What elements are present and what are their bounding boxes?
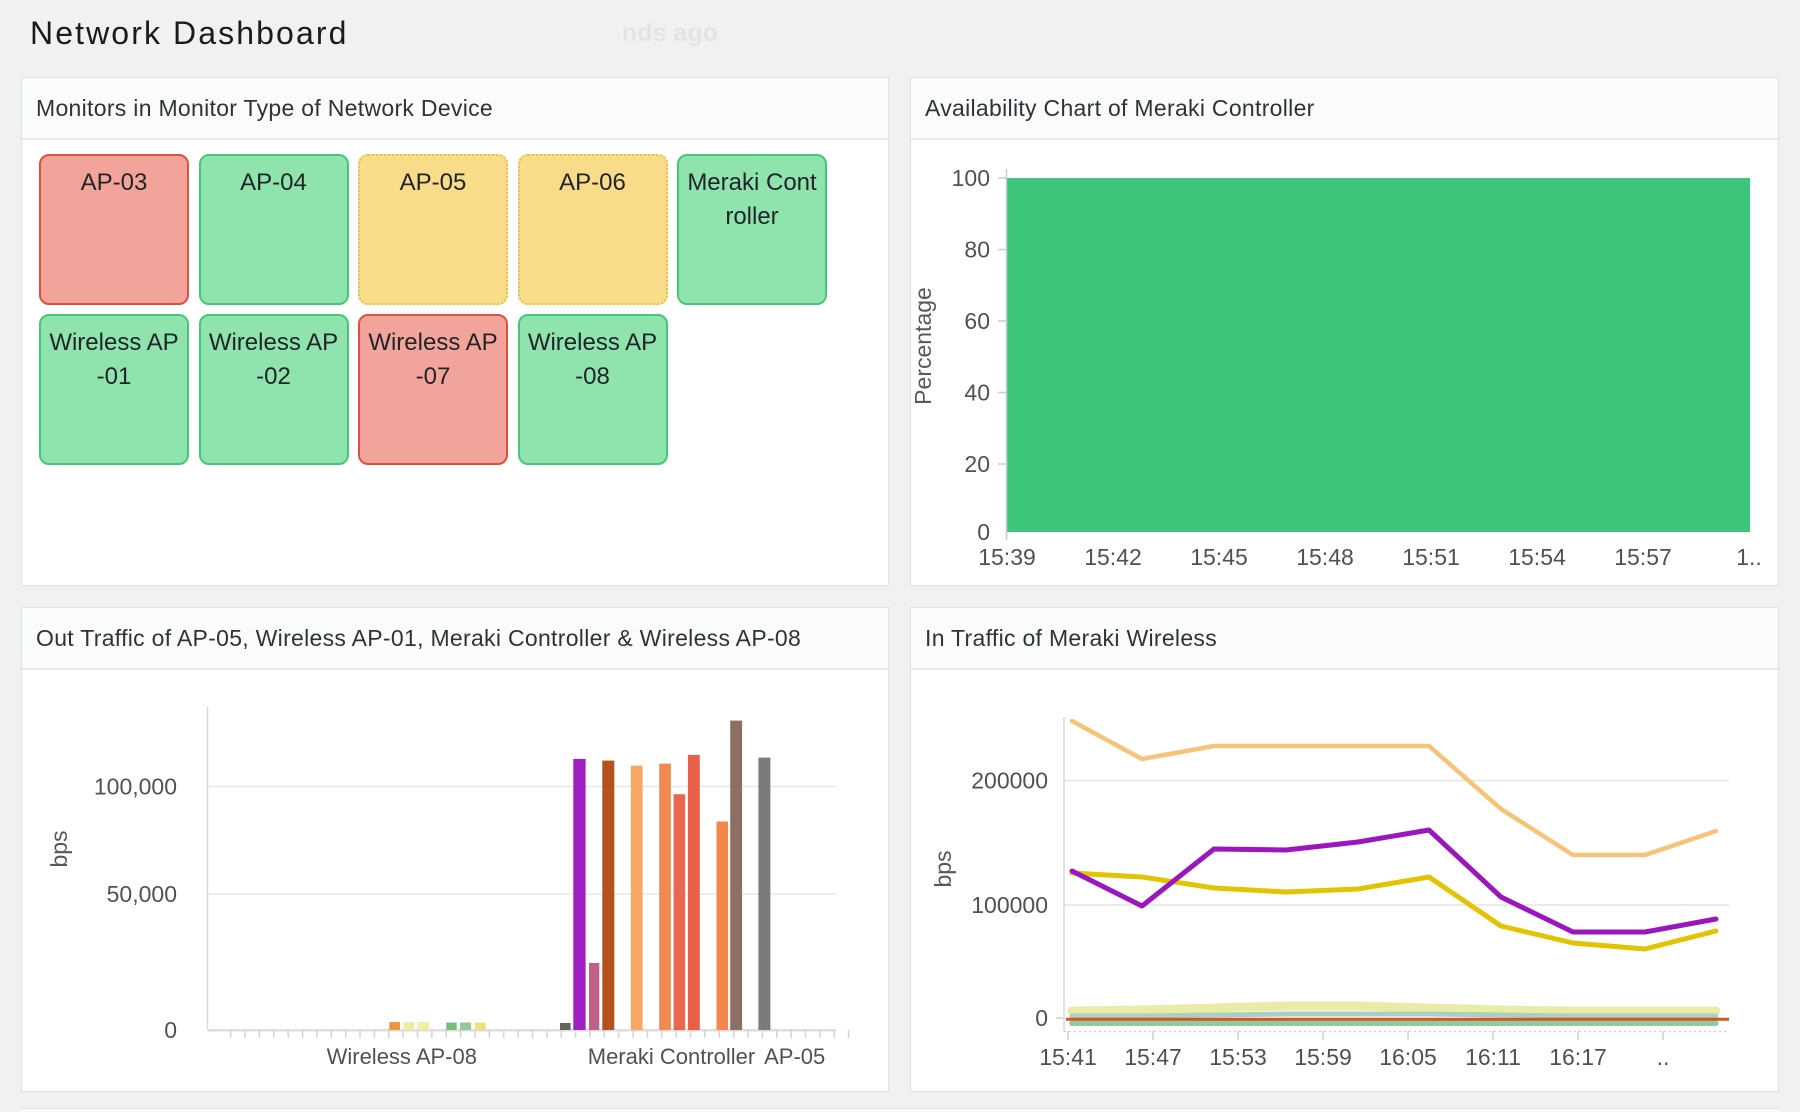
svg-text:16:17: 16:17 [1549, 1044, 1607, 1070]
svg-text:15:39: 15:39 [978, 544, 1036, 570]
svg-text:0: 0 [164, 1017, 177, 1043]
svg-text:15:59: 15:59 [1294, 1044, 1352, 1070]
svg-text:80: 80 [964, 237, 990, 263]
svg-text:100000: 100000 [971, 892, 1048, 918]
svg-text:AP-05: AP-05 [764, 1044, 825, 1069]
svg-text:50,000: 50,000 [107, 881, 177, 907]
svg-text:100,000: 100,000 [94, 774, 177, 800]
svg-text:Percentage: Percentage [910, 287, 936, 405]
svg-text:15:45: 15:45 [1190, 544, 1248, 570]
svg-text:15:42: 15:42 [1084, 544, 1142, 570]
svg-text:bps: bps [46, 830, 72, 867]
svg-text:16:11: 16:11 [1465, 1044, 1521, 1070]
svg-text:15:53: 15:53 [1209, 1044, 1267, 1070]
svg-text:..: .. [1657, 1044, 1670, 1070]
svg-text:Wireless AP-08: Wireless AP-08 [327, 1044, 477, 1069]
svg-text:60: 60 [964, 308, 990, 334]
svg-text:15:54: 15:54 [1508, 544, 1566, 570]
svg-text:200000: 200000 [971, 768, 1048, 794]
svg-text:bps: bps [930, 850, 956, 887]
svg-text:Meraki Controller: Meraki Controller [588, 1044, 756, 1069]
svg-text:15:47: 15:47 [1124, 1044, 1182, 1070]
svg-text:15:57: 15:57 [1614, 544, 1672, 570]
svg-text:40: 40 [964, 380, 990, 406]
svg-text:0: 0 [977, 519, 990, 545]
svg-text:15:51: 15:51 [1402, 544, 1460, 570]
svg-text:20: 20 [964, 451, 990, 477]
svg-text:15:41: 15:41 [1039, 1044, 1097, 1070]
svg-text:0: 0 [1035, 1005, 1048, 1031]
svg-text:100: 100 [952, 165, 990, 191]
svg-text:16:05: 16:05 [1379, 1044, 1437, 1070]
svg-text:1..: 1.. [1736, 544, 1762, 570]
svg-text:15:48: 15:48 [1296, 544, 1354, 570]
